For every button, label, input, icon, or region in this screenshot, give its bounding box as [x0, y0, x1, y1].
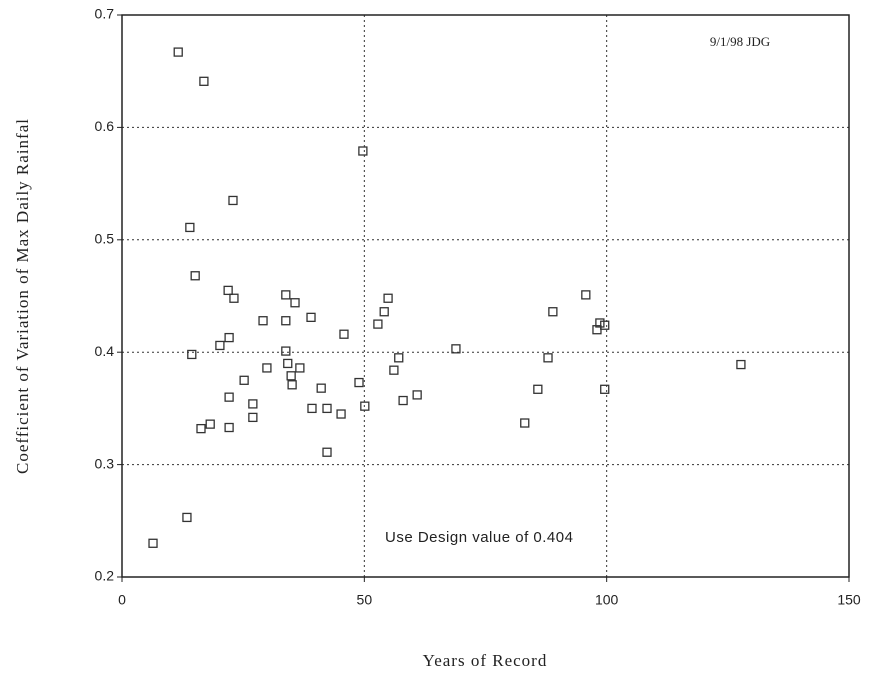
point: [379, 307, 389, 317]
point: [389, 365, 399, 375]
point: [383, 293, 393, 303]
annotation: 9/1/98 JDG: [710, 34, 770, 49]
point: [373, 319, 383, 329]
point: [322, 447, 332, 457]
point: [339, 329, 349, 339]
point: [258, 316, 268, 326]
y-tick-label: 0.3: [95, 455, 115, 471]
y-axis-label: Coefficient of Variation of Max Daily Ra…: [13, 118, 32, 474]
point: [205, 419, 215, 429]
point: [360, 401, 370, 411]
point: [215, 340, 225, 351]
point: [398, 395, 408, 406]
point: [286, 371, 296, 381]
point: [262, 363, 272, 373]
point: [358, 146, 368, 156]
point: [354, 377, 364, 388]
point: [295, 363, 305, 373]
y-tick-label: 0.5: [95, 231, 115, 247]
x-tick-label: 0: [118, 592, 126, 608]
x-axis-label: Years of Record: [423, 651, 548, 670]
point: [307, 403, 317, 414]
y-tick-label: 0.4: [95, 343, 115, 359]
point: [600, 320, 610, 330]
point: [290, 298, 300, 308]
point: [283, 358, 293, 369]
point: [736, 359, 746, 370]
point: [223, 285, 233, 296]
point: [412, 390, 422, 400]
point: [316, 383, 326, 393]
point: [229, 293, 239, 303]
y-tick-label: 0.7: [95, 6, 115, 22]
point: [228, 195, 238, 206]
plot-frame: [121, 14, 850, 578]
point: [196, 423, 206, 434]
point: [239, 375, 249, 385]
point: [451, 344, 461, 354]
point: [394, 353, 404, 363]
y-tick-label: 0.6: [95, 118, 115, 134]
point: [182, 512, 192, 523]
point: [248, 399, 258, 409]
point: [322, 403, 332, 414]
point: [281, 316, 291, 326]
point: [224, 422, 234, 433]
point: [148, 538, 158, 548]
x-tick-label: 50: [357, 592, 373, 608]
point: [173, 47, 183, 57]
point: [287, 380, 297, 390]
point: [224, 392, 234, 402]
point: [581, 290, 591, 300]
x-tick-label: 100: [595, 592, 619, 608]
point: [520, 418, 530, 428]
point: [248, 412, 258, 423]
point: [224, 332, 234, 343]
point: [187, 349, 197, 360]
point: [543, 353, 553, 363]
point: [548, 307, 558, 317]
point: [199, 76, 209, 86]
point: [533, 384, 543, 394]
point: [600, 384, 610, 394]
point: [190, 271, 200, 281]
y-tick-label: 0.2: [95, 568, 115, 584]
point: [281, 290, 291, 300]
annotation: Use Design value of 0.404: [385, 529, 573, 546]
x-tick-label: 150: [837, 592, 861, 608]
point: [306, 312, 316, 323]
point: [336, 409, 346, 419]
point: [185, 222, 195, 233]
point: [281, 346, 291, 356]
point: [595, 318, 605, 328]
